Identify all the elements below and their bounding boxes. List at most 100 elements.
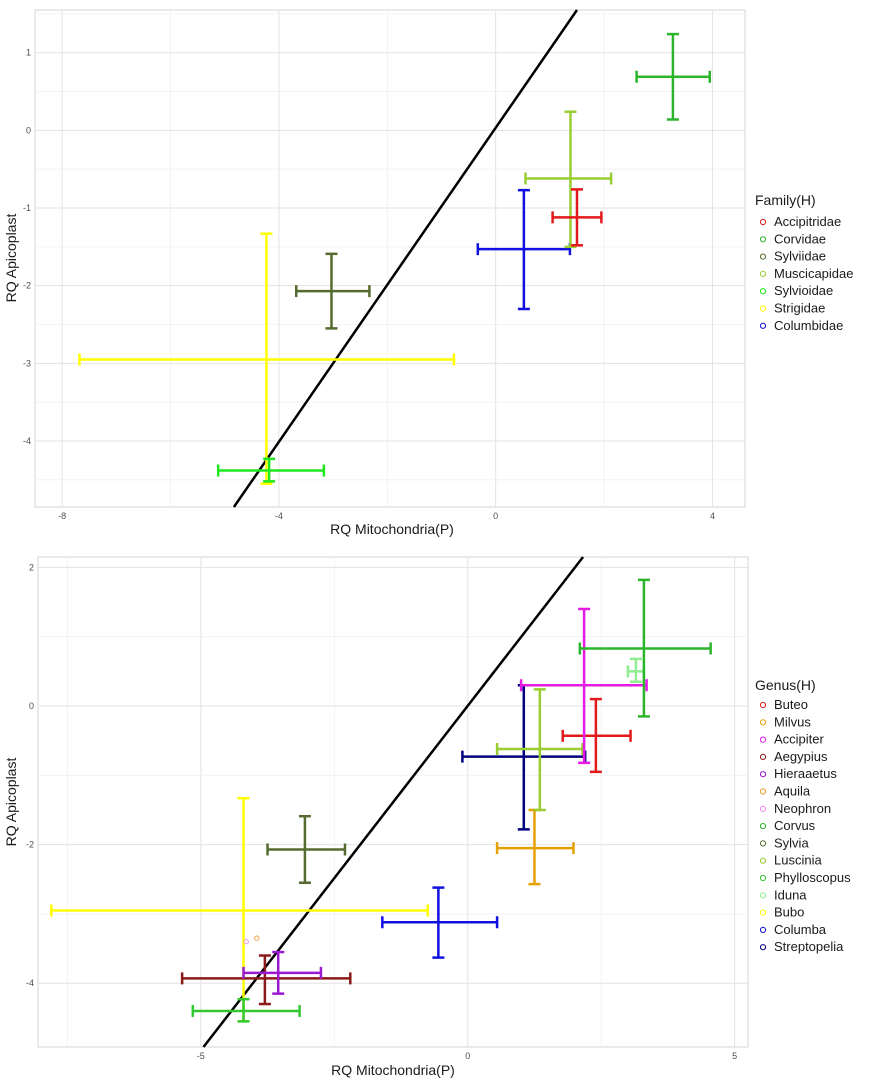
y-tick-label: 0 [29, 701, 34, 711]
x-axis-title: RQ Mitochondria(P) [331, 1062, 455, 1078]
legend-label-accipiter: Accipiter [774, 732, 825, 747]
x-tick-label: 4 [710, 511, 715, 521]
error-bar-corvidae [635, 32, 712, 121]
legend-label-muscicapidae: Muscicapidae [774, 266, 854, 281]
legend-key-phylloscopus [759, 874, 767, 882]
x-tick-label: -8 [58, 511, 66, 521]
error-bar-luscinia [495, 688, 584, 812]
y-tick-labels: 1 0 -1 -2 -3 -4 [23, 48, 31, 446]
error-bar-phylloscopus [191, 997, 301, 1023]
reference-line [232, 9, 579, 508]
error-bar-columba [381, 886, 499, 959]
x-tick-label: 5 [732, 1051, 737, 1061]
error-bar-accipiter [519, 607, 648, 765]
error-bar-sylviidae [294, 252, 371, 330]
point-marker [243, 939, 249, 945]
y-tick-label: 0 [26, 125, 31, 135]
y-tick-label: -1 [23, 203, 31, 213]
legend-key-accipitridae [759, 218, 767, 226]
y-tick-label: -4 [26, 978, 34, 988]
y-tick-label: -4 [23, 436, 31, 446]
legend-label-corvus: Corvus [774, 818, 816, 833]
legend-key-aegypius [759, 753, 767, 761]
y-tick-label: -3 [23, 358, 31, 368]
y-tick-label: 2 [29, 562, 34, 572]
legend-key-corvus [759, 823, 767, 830]
legend-key-hieraaetus [759, 771, 767, 778]
legend-label-columbidae: Columbidae [774, 318, 843, 333]
error-bar-neophron [243, 939, 249, 945]
x-tick-label: 0 [493, 511, 498, 521]
legend-key-accipiter [759, 736, 767, 743]
legend-key-bubo [759, 909, 767, 916]
legend-key-sylvioidae [759, 288, 767, 295]
legend-key-corvidae [759, 236, 767, 243]
x-tick-labels: -8 -4 0 4 [58, 511, 715, 521]
grid-lines [35, 10, 745, 507]
legend-label-buteo: Buteo [774, 697, 808, 712]
legend-key-buteo [759, 701, 767, 709]
legend-key-strigidae [759, 305, 767, 312]
legend-key-aquila [759, 788, 767, 795]
error-bar-hieraaetus [242, 950, 323, 995]
legend-label-strigidae: Strigidae [774, 301, 825, 316]
error-bar-aegypius [180, 954, 352, 1006]
reference-line-group [202, 556, 585, 1048]
error-bar-muscicapidae [524, 110, 613, 249]
legend-key-luscinia [759, 857, 767, 864]
error-bar-strigidae [78, 232, 456, 485]
legend-label-aquila: Aquila [774, 784, 811, 799]
legend-label-columba: Columba [774, 922, 827, 937]
legend-label-neophron: Neophron [774, 801, 831, 816]
legend-label-sylviidae: Sylviidae [774, 249, 826, 264]
error-bar-corvus [578, 578, 712, 718]
legend-key-muscicapidae [759, 270, 767, 277]
error-bar-buteo [561, 697, 632, 774]
y-tick-labels: 2 0 -2 -4 [26, 562, 34, 988]
legend-key-sylviidae [759, 253, 767, 260]
legend-label-corvidae: Corvidae [774, 231, 826, 246]
x-tick-label: -5 [197, 1051, 205, 1061]
x-tick-labels: -5 0 5 [197, 1051, 737, 1061]
legend-label-sylvioidae: Sylvioidae [774, 283, 833, 298]
legend-key-iduna [759, 892, 767, 899]
legend-genus: Genus(H) Buteo Milvus Accipiter Aegypius Hie… [755, 677, 851, 954]
legend-label-hieraaetus: Hieraaetus [774, 766, 837, 781]
legend-title: Genus(H) [755, 677, 816, 693]
reference-line [202, 556, 585, 1048]
error-bar-marks [50, 578, 712, 1023]
point-marker [254, 935, 260, 941]
genus-chart-panel: -5 0 5 2 0 -2 -4 RQ Mitochondria(P) RQ Apicop… [3, 556, 851, 1078]
grid-lines [38, 557, 748, 1047]
x-axis-title: RQ Mitochondria(P) [330, 521, 454, 537]
legend-key-streptopelia [759, 944, 767, 951]
legend-key-sylvia [759, 840, 767, 847]
y-axis-title: RQ Apicoplast [3, 758, 19, 847]
legend-key-columbidae [759, 322, 767, 329]
legend-label-luscinia: Luscinia [774, 853, 822, 868]
error-bar-accipitridae [551, 188, 603, 247]
legend-label-bubo: Bubo [774, 905, 804, 920]
legend-label-accipitridae: Accipitridae [774, 214, 841, 229]
legend-label-phylloscopus: Phylloscopus [774, 870, 851, 885]
legend-family: Family(H) Accipitridae Corvidae Sylviidae M… [755, 192, 854, 333]
y-tick-label: 1 [26, 48, 31, 58]
legend-label-iduna: Iduna [774, 887, 807, 902]
y-tick-label: -2 [26, 840, 34, 850]
legend-label-sylvia: Sylvia [774, 835, 809, 850]
legend-label-milvus: Milvus [774, 714, 811, 729]
legend-key-neophron [759, 805, 767, 812]
x-tick-label: -4 [275, 511, 283, 521]
reference-line-group [232, 9, 579, 508]
error-bar-sylvia [266, 814, 347, 884]
legend-title: Family(H) [755, 192, 816, 208]
y-axis-title: RQ Apicoplast [3, 214, 19, 303]
x-tick-label: 0 [465, 1051, 470, 1061]
family-chart-panel: -8 -4 0 4 1 0 -1 -2 -3 -4 RQ Mitochondria(P) RQ … [3, 9, 854, 537]
y-tick-label: -2 [23, 281, 31, 291]
plot-area [34, 9, 746, 508]
legend-key-columba [759, 926, 767, 934]
error-bar-marks [78, 32, 712, 485]
legend-label-aegypius: Aegypius [774, 749, 828, 764]
